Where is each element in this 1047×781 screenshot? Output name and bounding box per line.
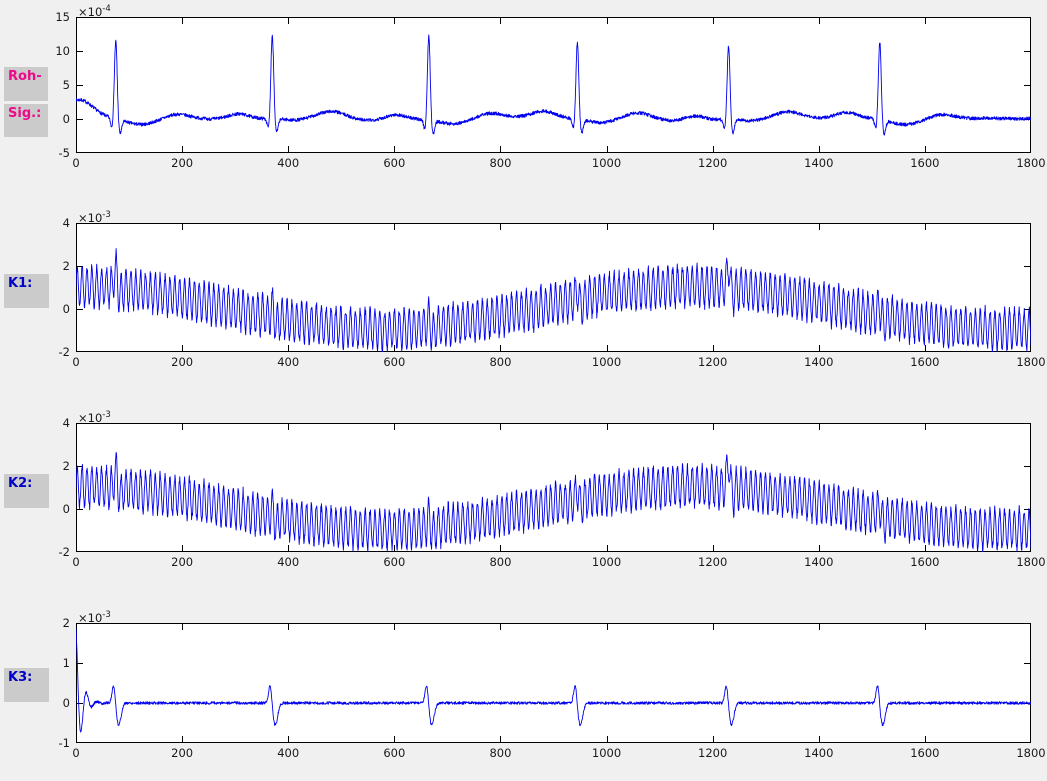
signal-line-k2 <box>76 452 1031 552</box>
axes-box <box>76 423 1031 552</box>
x-tick-label: 1800 <box>1016 156 1046 170</box>
y-tick-label: 0 <box>62 112 70 126</box>
x-tick-label: 800 <box>489 746 512 760</box>
x-tick-label: 600 <box>383 555 406 569</box>
signal-line-k1 <box>76 248 1031 352</box>
y-tick-label: 5 <box>62 78 70 92</box>
y-tick-label: 2 <box>62 459 70 473</box>
x-tick-label: 1200 <box>698 355 728 369</box>
x-tick-label: 200 <box>171 555 194 569</box>
y-tick-label: 10 <box>55 44 70 58</box>
x-tick-label: 1200 <box>698 746 728 760</box>
x-tick-label: 1800 <box>1016 746 1046 760</box>
x-tick-label: 1600 <box>910 555 940 569</box>
annotation-roh-box: Roh- <box>4 67 48 101</box>
annotation-k1-box: K1: <box>4 274 49 308</box>
annotation-k2-box: K2: <box>4 474 49 508</box>
x-tick-label: 400 <box>277 355 300 369</box>
x-tick-label: 400 <box>277 156 300 170</box>
y-exponent-label: ×10-3 <box>78 610 111 625</box>
y-exponent-label: ×10-3 <box>78 410 111 425</box>
y-tick-label: 4 <box>62 216 70 230</box>
subplot-k2 <box>76 423 1031 552</box>
x-tick-label: 0 <box>72 156 80 170</box>
y-tick-label: 0 <box>62 502 70 516</box>
subplot-k3 <box>76 623 1031 743</box>
y-exponent-label: ×10-3 <box>78 210 111 225</box>
x-tick-label: 1400 <box>804 355 834 369</box>
y-tick-label: -1 <box>58 736 70 750</box>
x-tick-label: 200 <box>171 746 194 760</box>
x-tick-label: 1800 <box>1016 355 1046 369</box>
x-tick-label: 800 <box>489 555 512 569</box>
x-tick-label: 800 <box>489 355 512 369</box>
x-tick-label: 1400 <box>804 156 834 170</box>
y-tick-label: 2 <box>62 616 70 630</box>
y-tick-label: -2 <box>58 345 70 359</box>
y-tick-label: 15 <box>55 10 70 24</box>
y-tick-label: 0 <box>62 696 70 710</box>
annotation-k3-text: K3: <box>8 670 33 685</box>
x-tick-label: 600 <box>383 355 406 369</box>
annotation-sig-box: Sig.: <box>4 104 48 137</box>
x-tick-label: 1200 <box>698 555 728 569</box>
y-tick-label: 4 <box>62 416 70 430</box>
x-tick-label: 1200 <box>698 156 728 170</box>
x-tick-label: 600 <box>383 156 406 170</box>
y-tick-label: 1 <box>62 656 70 670</box>
x-tick-label: 600 <box>383 746 406 760</box>
subplot-roh-sig <box>76 17 1031 153</box>
x-tick-label: 0 <box>72 355 80 369</box>
x-tick-label: 400 <box>277 746 300 760</box>
x-tick-label: 1600 <box>910 746 940 760</box>
x-tick-label: 1000 <box>591 355 622 369</box>
annotation-roh-text: Roh- <box>8 69 42 84</box>
annotation-k2-text: K2: <box>8 476 33 491</box>
annotation-k1-text: K1: <box>8 276 33 291</box>
y-exponent-label: ×10-4 <box>78 4 111 19</box>
y-tick-label: 2 <box>62 259 70 273</box>
x-tick-label: 400 <box>277 555 300 569</box>
annotation-sig-text: Sig.: <box>8 106 42 121</box>
plot-canvas-k1 <box>76 223 1031 352</box>
x-tick-label: 1400 <box>804 555 834 569</box>
signal-line-roh-sig <box>76 34 1031 136</box>
x-tick-label: 200 <box>171 355 194 369</box>
x-tick-label: 1000 <box>591 746 622 760</box>
x-tick-label: 0 <box>72 746 80 760</box>
x-tick-label: 0 <box>72 555 80 569</box>
y-tick-label: 0 <box>62 302 70 316</box>
x-tick-label: 1800 <box>1016 555 1046 569</box>
plot-canvas-roh-sig <box>76 17 1031 153</box>
x-tick-label: 1400 <box>804 746 834 760</box>
x-tick-label: 200 <box>171 156 194 170</box>
axes-box <box>76 623 1031 743</box>
y-tick-label: -2 <box>58 545 70 559</box>
x-tick-label: 1600 <box>910 355 940 369</box>
axes-box <box>76 223 1031 352</box>
subplot-k1 <box>76 223 1031 352</box>
x-tick-label: 800 <box>489 156 512 170</box>
plot-canvas-k3 <box>76 623 1031 743</box>
x-tick-label: 1000 <box>591 156 622 170</box>
y-tick-label: -5 <box>58 146 70 160</box>
x-tick-label: 1000 <box>591 555 622 569</box>
axes-box <box>76 17 1031 153</box>
x-tick-label: 1600 <box>910 156 940 170</box>
plot-canvas-k2 <box>76 423 1031 552</box>
annotation-k3-box: K3: <box>4 668 49 702</box>
signal-line-k3 <box>76 628 1031 733</box>
